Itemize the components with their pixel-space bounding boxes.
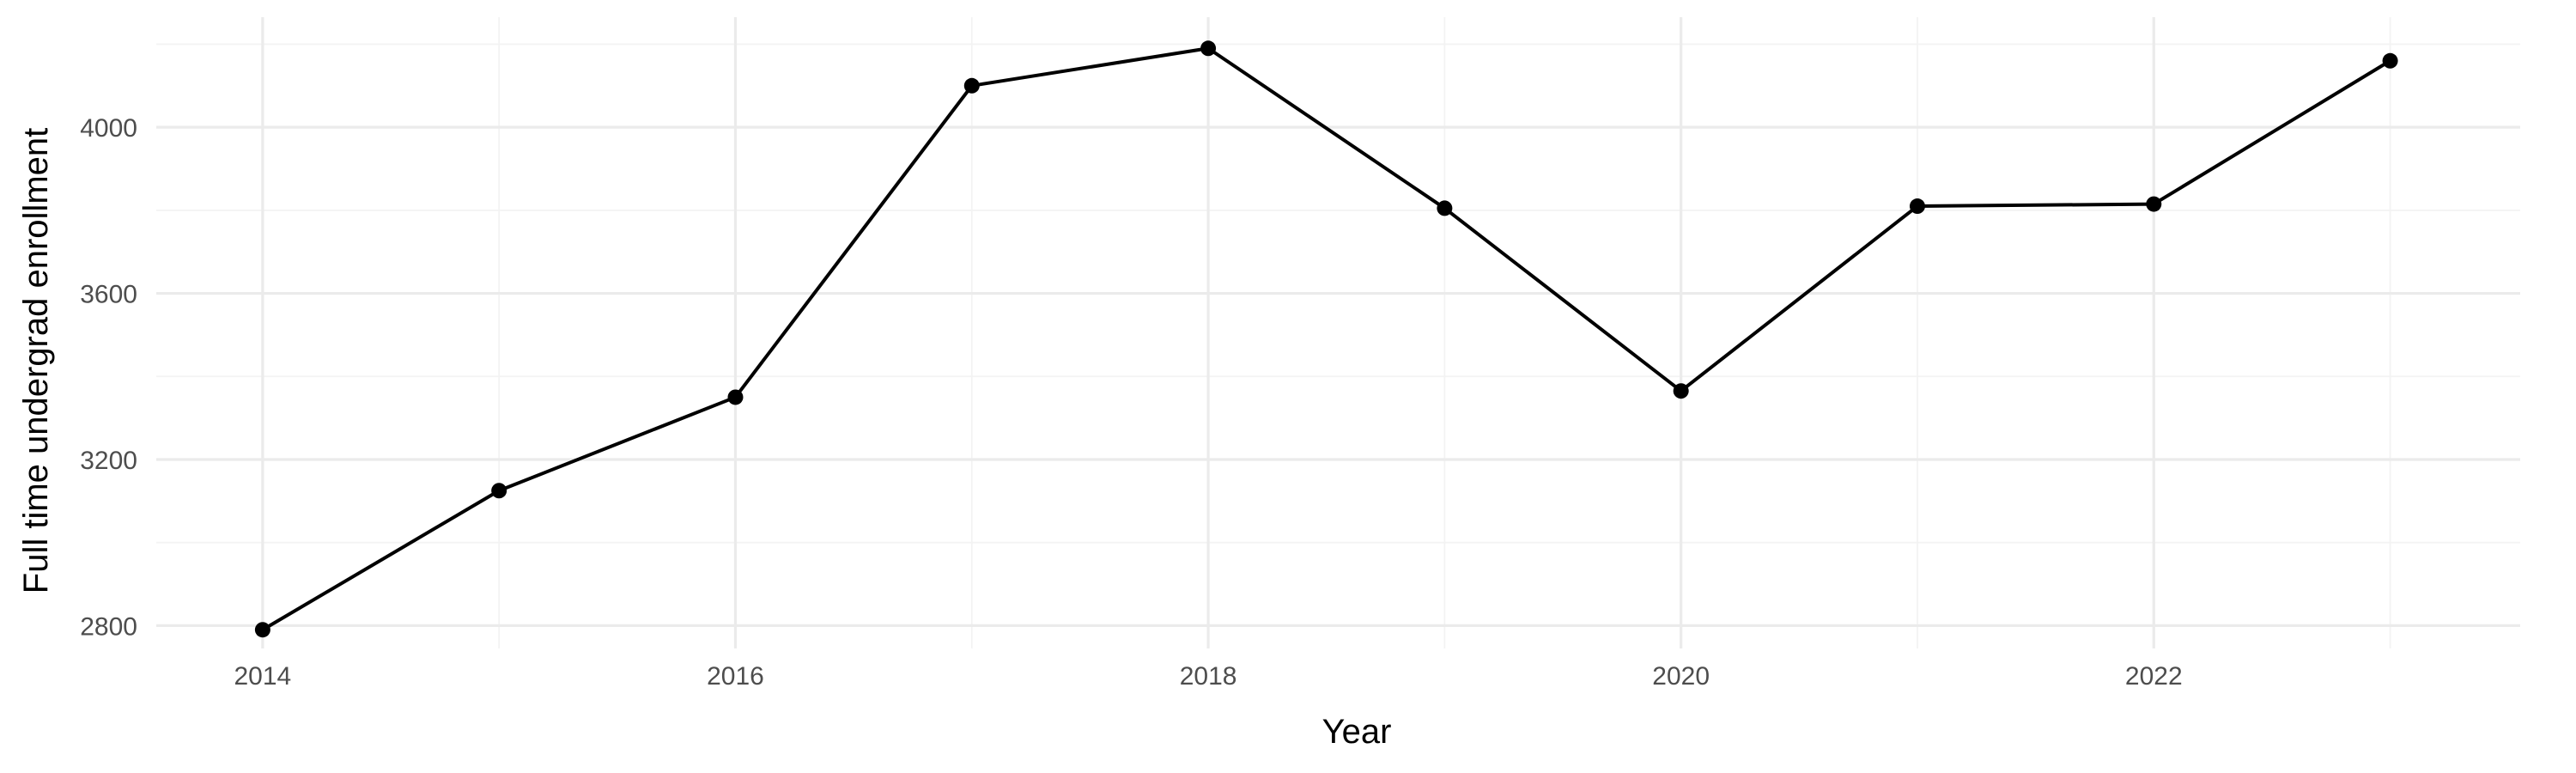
y-axis-ticks: 2800 3200 3600 4000 xyxy=(80,114,137,641)
y-tick-label: 3200 xyxy=(80,447,137,475)
y-axis-title: Full time undergrad enrollment xyxy=(17,128,55,593)
data-point xyxy=(491,483,507,499)
data-point xyxy=(727,389,744,405)
data-point xyxy=(2382,52,2398,69)
minor-gridlines xyxy=(156,17,2520,648)
series-line xyxy=(261,46,2391,631)
x-tick-label: 2020 xyxy=(1652,662,1710,691)
x-tick-label: 2022 xyxy=(2125,662,2183,691)
y-tick-label: 2800 xyxy=(80,612,137,641)
data-point xyxy=(1909,198,1925,215)
points-layer xyxy=(254,40,2398,638)
data-point xyxy=(254,622,270,638)
data-point xyxy=(1200,40,1217,57)
x-tick-label: 2014 xyxy=(234,662,292,691)
x-tick-label: 2018 xyxy=(1180,662,1237,691)
x-axis-ticks: 2014 2016 2018 2020 2022 xyxy=(234,662,2183,691)
series-layer xyxy=(261,46,2391,631)
data-point xyxy=(963,77,980,94)
major-gridlines xyxy=(156,17,2520,648)
x-tick-label: 2016 xyxy=(707,662,764,691)
y-tick-label: 4000 xyxy=(80,114,137,143)
data-point xyxy=(1437,200,1453,216)
data-point xyxy=(1673,383,1689,399)
x-axis-title: Year xyxy=(1322,713,1392,751)
data-point xyxy=(2146,196,2162,212)
y-tick-label: 3600 xyxy=(80,281,137,309)
